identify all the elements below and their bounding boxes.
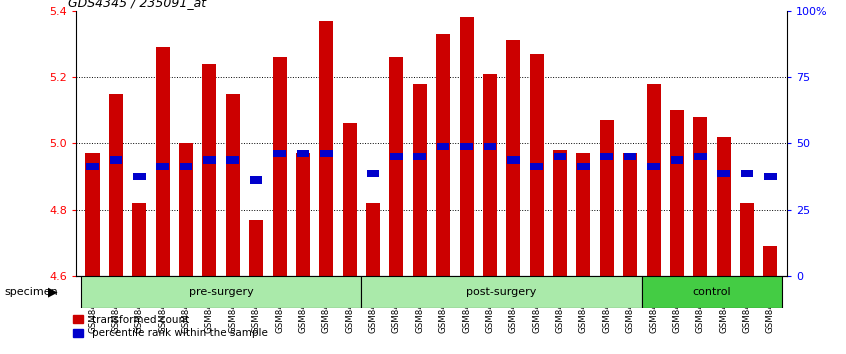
Bar <box>763 246 777 276</box>
Text: ▶: ▶ <box>48 286 58 298</box>
Bar <box>459 17 474 276</box>
Bar <box>202 64 217 276</box>
Bar <box>389 57 404 276</box>
Bar <box>250 176 262 183</box>
Text: specimen: specimen <box>4 287 58 297</box>
Bar <box>437 143 449 150</box>
Bar <box>273 150 286 157</box>
Bar <box>740 203 754 276</box>
Bar <box>157 163 169 170</box>
Text: pre-surgery: pre-surgery <box>189 287 254 297</box>
Bar <box>366 170 379 177</box>
Bar <box>506 40 520 276</box>
Bar <box>296 153 310 276</box>
Bar <box>320 150 332 157</box>
Bar <box>670 110 684 276</box>
Bar <box>671 156 684 164</box>
Bar <box>624 153 637 276</box>
Bar <box>86 163 99 170</box>
Bar <box>530 163 543 170</box>
Bar <box>624 153 636 160</box>
Bar <box>413 84 426 276</box>
Text: GDS4345 / 235091_at: GDS4345 / 235091_at <box>68 0 206 9</box>
Bar <box>694 153 706 160</box>
Bar <box>319 21 333 276</box>
Bar <box>484 143 497 150</box>
Text: post-surgery: post-surgery <box>466 287 536 297</box>
Bar <box>764 173 777 180</box>
Bar <box>390 153 403 160</box>
Bar <box>576 153 591 276</box>
Bar <box>85 153 100 276</box>
Legend: transformed count, percentile rank within the sample: transformed count, percentile rank withi… <box>73 315 267 338</box>
Bar <box>272 57 287 276</box>
Bar <box>717 137 731 276</box>
Bar <box>179 163 192 170</box>
Bar <box>642 276 782 308</box>
Bar <box>483 74 497 276</box>
Bar <box>156 47 170 276</box>
Bar <box>343 124 357 276</box>
Bar <box>717 170 730 177</box>
Bar <box>601 153 613 160</box>
Bar <box>366 203 380 276</box>
Bar <box>437 34 450 276</box>
Bar <box>203 156 216 164</box>
Bar <box>227 156 239 164</box>
Bar <box>554 153 566 160</box>
Bar <box>646 84 661 276</box>
Bar <box>600 120 614 276</box>
Bar <box>647 163 660 170</box>
Bar <box>414 153 426 160</box>
Bar <box>460 143 473 150</box>
Text: control: control <box>693 287 731 297</box>
Bar <box>577 163 590 170</box>
Bar <box>179 143 193 276</box>
Bar <box>361 276 642 308</box>
Bar <box>226 93 239 276</box>
Bar <box>530 54 544 276</box>
Bar <box>110 156 122 164</box>
Bar <box>297 150 309 157</box>
Bar <box>133 173 146 180</box>
Bar <box>741 170 753 177</box>
Bar <box>132 203 146 276</box>
Bar <box>109 93 123 276</box>
Bar <box>507 156 519 164</box>
Bar <box>553 150 567 276</box>
Bar <box>249 220 263 276</box>
Bar <box>81 276 361 308</box>
Bar <box>693 117 707 276</box>
